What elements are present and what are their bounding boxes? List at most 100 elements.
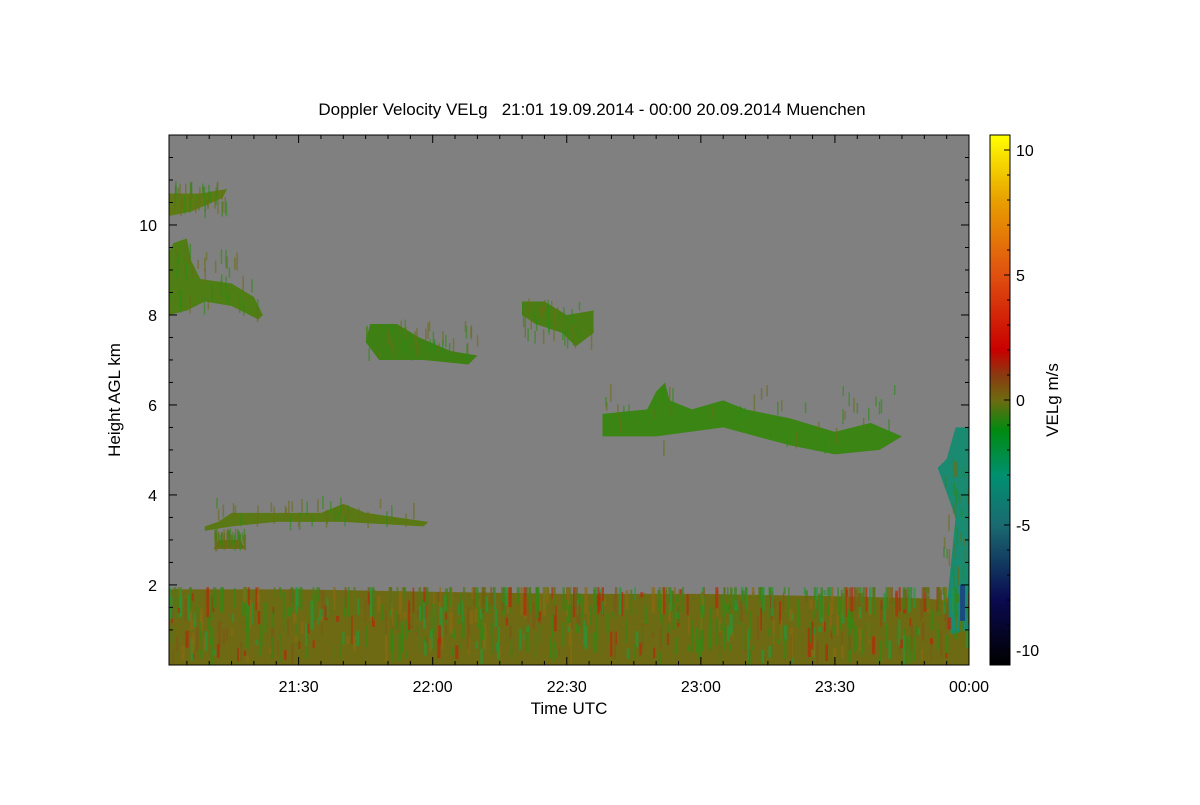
texture-streak [189,243,192,259]
texture-streak [921,649,924,661]
texture-streak [598,592,601,611]
texture-streak [733,610,737,640]
texture-streak [946,548,948,559]
texture-streak [620,419,622,434]
texture-streak [429,339,431,352]
texture-streak [459,643,462,649]
texture-streak [399,591,402,610]
texture-streak [672,602,676,630]
texture-streak [307,623,310,634]
texture-streak [574,587,578,611]
texture-streak [206,587,210,617]
texture-streak [467,624,470,649]
texture-streak [438,343,440,354]
texture-streak [176,588,179,619]
texture-streak [221,274,223,283]
texture-streak [509,625,512,642]
texture-streak [604,598,606,606]
texture-streak [913,587,916,608]
texture-streak [324,605,328,621]
texture-streak [534,330,536,344]
texture-streak [880,399,883,414]
texture-streak [602,601,604,615]
texture-streak [445,335,447,348]
texture-streak [728,643,732,652]
texture-streak [310,600,314,630]
texture-streak [550,614,554,639]
texture-streak [333,645,336,661]
texture-streak [605,397,607,407]
texture-streak [452,338,455,355]
texture-streak [751,587,755,597]
texture-streak [236,252,238,271]
texture-streak [881,609,884,636]
texture-streak [614,631,617,659]
texture-streak [296,620,299,648]
texture-streak [298,512,301,531]
texture-streak [786,430,788,448]
texture-streak [865,587,868,612]
texture-streak [528,587,532,603]
texture-streak [378,347,381,359]
texture-streak [334,507,337,521]
texture-streak [260,633,263,648]
texture-streak [715,618,719,646]
texture-streak [959,613,964,632]
texture-streak [445,612,448,620]
texture-streak [906,587,910,616]
texture-streak [763,656,766,661]
texture-streak [496,641,500,660]
texture-streak [222,630,226,645]
texture-streak [709,608,713,617]
texture-streak [571,603,573,630]
texture-streak [837,587,839,615]
texture-streak [836,606,839,636]
texture-streak [418,587,422,619]
texture-streak [449,611,453,634]
texture-streak [347,587,350,617]
texture-streak [611,611,615,618]
texture-streak [888,419,890,436]
texture-streak [251,603,253,625]
texture-streak [429,638,432,652]
texture-streak [246,618,249,649]
texture-streak [357,598,360,615]
texture-streak [955,461,958,478]
texture-streak [739,599,743,622]
texture-streak [336,615,340,622]
texture-streak [719,595,724,616]
texture-streak [654,617,657,634]
texture-streak [576,614,579,624]
texture-streak [567,626,571,633]
texture-streak [321,622,323,635]
texture-streak [237,647,239,662]
texture-streak [220,249,223,264]
texture-streak [403,339,406,354]
texture-streak [192,634,195,646]
texture-streak [843,587,847,617]
texture-streak [422,636,426,643]
texture-streak [741,590,745,604]
texture-streak [177,607,181,613]
texture-streak [256,305,259,323]
texture-streak [759,587,762,602]
texture-streak [795,431,798,449]
texture-streak [895,590,899,617]
y-tick-label: 2 [148,578,157,595]
texture-streak [214,532,217,546]
texture-streak [474,609,477,623]
texture-streak [811,621,814,650]
texture-streak [232,503,235,518]
texture-streak [338,512,340,522]
texture-streak [299,587,303,610]
texture-streak [368,347,370,361]
texture-streak [380,604,384,621]
texture-streak [541,306,544,318]
texture-streak [727,587,729,610]
texture-streak [180,290,182,308]
texture-streak [305,623,307,646]
texture-streak [926,587,930,609]
texture-streak [225,201,228,217]
texture-streak [423,601,426,629]
y-tick-label: 8 [148,308,157,325]
